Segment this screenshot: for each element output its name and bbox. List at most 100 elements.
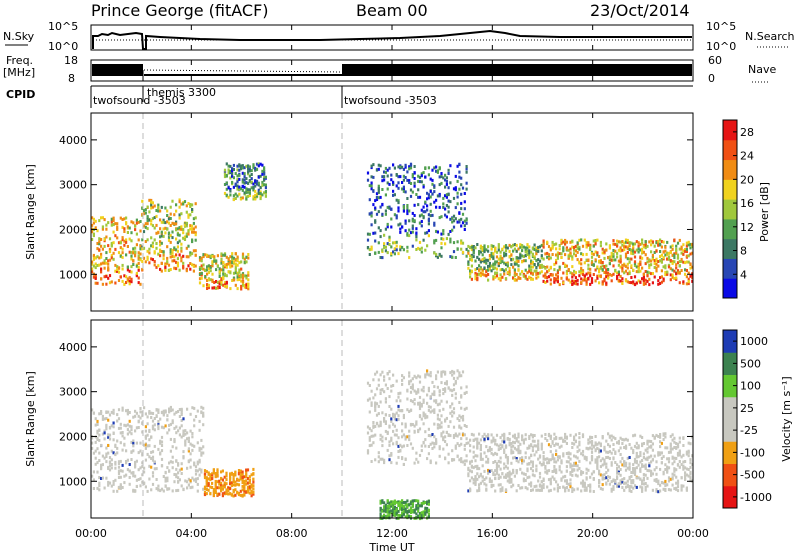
velocity-cell — [617, 484, 620, 488]
velocity-cell — [121, 448, 124, 452]
velocity-cell — [234, 488, 237, 492]
power-cell — [506, 264, 509, 268]
velocity-cell — [144, 412, 147, 416]
power-cell — [159, 235, 162, 239]
power-cell — [641, 247, 644, 251]
power-cell — [537, 249, 540, 253]
power-cell — [449, 240, 452, 244]
velocity-cell — [651, 472, 654, 476]
velocity-cell — [608, 450, 611, 454]
power-cell — [691, 276, 694, 280]
power-cell — [222, 268, 225, 272]
power-cell — [626, 241, 629, 244]
power-cell — [406, 212, 409, 216]
velocity-cell — [413, 389, 416, 393]
velocity-cell — [499, 483, 502, 487]
velocity-cell — [220, 486, 223, 490]
power-cell — [655, 262, 658, 266]
power-cell — [189, 213, 192, 217]
power-cell — [513, 247, 516, 251]
power-cell — [429, 214, 432, 218]
velocity-cell — [522, 441, 525, 445]
power-cell — [660, 275, 663, 279]
velocity-cell — [476, 454, 479, 458]
power-cell — [384, 209, 387, 213]
power-cell — [431, 213, 434, 217]
velocity-cell — [409, 386, 413, 389]
power-cell — [472, 245, 475, 249]
velocity-cell — [648, 445, 651, 449]
power-cell — [626, 257, 629, 261]
velocity-cell — [499, 456, 502, 460]
power-cell — [650, 263, 653, 267]
velocity-cell — [139, 410, 142, 414]
power-cell — [481, 246, 484, 250]
velocity-cell — [581, 484, 585, 488]
power-cell — [255, 192, 259, 196]
velocity-cell — [168, 461, 171, 465]
power-cell — [504, 268, 508, 272]
power-cell — [628, 260, 631, 264]
velocity-cell — [377, 455, 380, 459]
power-cell — [578, 274, 581, 278]
velocity-cell — [406, 499, 409, 503]
velocity-cell — [143, 470, 146, 474]
power-cell — [530, 250, 533, 254]
velocity-cell — [628, 477, 631, 481]
velocity-cell — [651, 458, 654, 462]
velocity-cell — [594, 441, 597, 445]
power-cell — [633, 242, 637, 246]
velocity-cell — [503, 466, 506, 470]
power-cell — [150, 203, 153, 207]
power-cell — [117, 251, 121, 255]
velocity-cell — [431, 392, 434, 396]
velocity-cell — [551, 475, 554, 479]
power-cell — [490, 251, 493, 255]
velocity-cell — [456, 417, 459, 421]
power-cell — [182, 228, 185, 231]
velocity-cell — [644, 457, 647, 461]
power-cell — [211, 254, 214, 258]
power-cell — [689, 246, 692, 250]
velocity-cell — [585, 456, 588, 460]
velocity-cell — [94, 417, 97, 421]
velocity-cell — [141, 414, 144, 418]
power-cell — [456, 164, 459, 168]
power-cell — [202, 255, 205, 259]
power-cell — [426, 244, 429, 248]
velocity-cell — [418, 395, 422, 399]
velocity-cell — [639, 485, 642, 489]
power-cell — [231, 255, 234, 259]
power-cell — [594, 258, 597, 262]
power-cell — [155, 231, 158, 235]
velocity-cell — [619, 482, 622, 486]
power-cell — [664, 264, 667, 268]
power-cell — [243, 175, 246, 179]
power-cell — [487, 245, 490, 249]
velocity-cell — [395, 411, 398, 415]
velocity-cell — [589, 475, 592, 479]
power-cell — [538, 271, 542, 275]
velocity-cell — [112, 425, 115, 429]
power-cell — [225, 255, 228, 259]
power-cell — [495, 267, 499, 271]
power-cell — [264, 186, 267, 190]
power-cell — [499, 250, 502, 254]
power-cell — [626, 250, 629, 254]
power-cell — [189, 205, 192, 208]
power-cell — [231, 261, 234, 265]
velocity-cell — [397, 404, 400, 408]
power-cell — [522, 245, 525, 249]
power-cell — [245, 255, 248, 259]
power-cell — [639, 256, 642, 260]
power-cell — [495, 255, 499, 259]
power-cell — [664, 266, 667, 270]
velocity-cell — [107, 418, 110, 422]
power-cell — [515, 262, 518, 266]
power-cell — [107, 276, 110, 280]
power-cell — [619, 265, 622, 269]
power-cell — [427, 193, 430, 197]
power-cell — [148, 261, 151, 265]
velocity-cell — [368, 397, 371, 401]
velocity-cell — [469, 469, 472, 473]
